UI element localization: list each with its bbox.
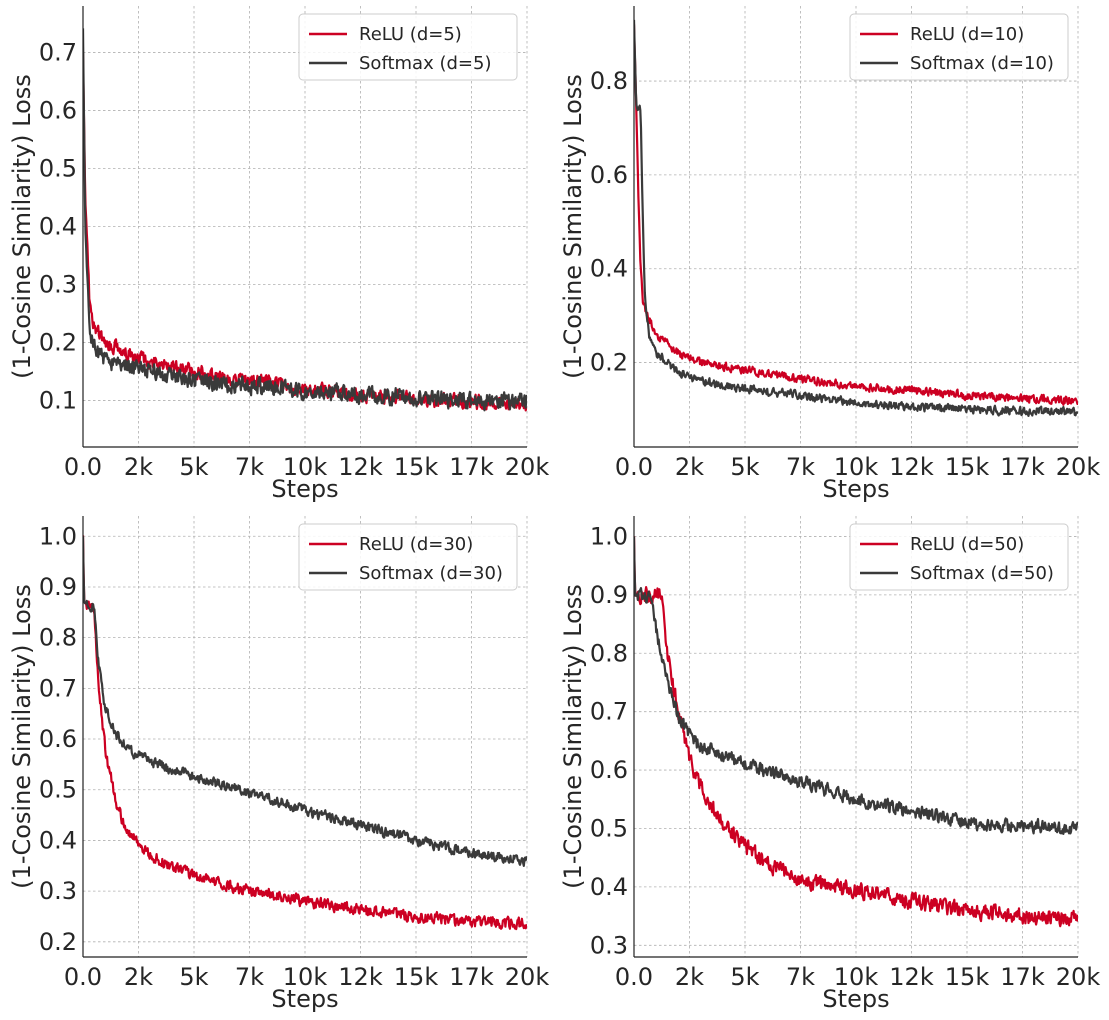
x-tick-label: 5k bbox=[730, 963, 759, 991]
x-tick-label: 17k bbox=[1000, 963, 1045, 991]
legend-label: ReLU (d=5) bbox=[359, 24, 462, 45]
x-tick-label: 10k bbox=[834, 453, 879, 481]
x-axis-title: Steps bbox=[271, 475, 338, 503]
legend-box bbox=[298, 523, 518, 591]
y-tick-label: 0.7 bbox=[39, 674, 77, 702]
x-tick-label: 20k bbox=[1056, 453, 1101, 481]
x-tick-label: 10k bbox=[834, 963, 879, 991]
y-tick-label: 0.4 bbox=[590, 873, 628, 901]
x-tick-label: 5k bbox=[730, 453, 759, 481]
y-tick-label: 0.4 bbox=[590, 255, 628, 283]
series-line-softmax-d-50- bbox=[634, 536, 1078, 836]
x-tick-label: 0.0 bbox=[64, 963, 102, 991]
y-axis-title: (1-Cosine Similarity) Loss bbox=[8, 74, 36, 379]
legend-box bbox=[849, 523, 1069, 591]
x-tick-label: 2k bbox=[675, 453, 704, 481]
x-tick-label: 15k bbox=[945, 963, 990, 991]
x-tick-label: 2k bbox=[124, 963, 153, 991]
x-tick-label: 20k bbox=[505, 453, 550, 481]
y-tick-label: 0.5 bbox=[39, 776, 77, 804]
y-tick-label: 0.4 bbox=[39, 826, 77, 854]
x-tick-label: 17k bbox=[1000, 453, 1045, 481]
y-tick-label: 0.3 bbox=[39, 271, 77, 299]
chart-panel-4: 0.0 2k 5k 7k 10k 12k 15k 17k 20k 0.3 0.4 0.5 0.6 0.7 0… bbox=[559, 516, 1100, 1013]
x-tick-label: 5k bbox=[179, 453, 208, 481]
legend-label: Softmax (d=10) bbox=[910, 53, 1054, 74]
x-tick-label: 7k bbox=[786, 963, 815, 991]
y-tick-label: 1.0 bbox=[590, 522, 628, 550]
legend-label: Softmax (d=30) bbox=[359, 563, 503, 584]
series-line-relu-d-50- bbox=[634, 536, 1078, 928]
y-tick-label: 0.2 bbox=[590, 349, 628, 377]
y-tick-label: 0.9 bbox=[39, 573, 77, 601]
legend-label: Softmax (d=5) bbox=[359, 53, 491, 74]
y-tick-label: 0.8 bbox=[590, 67, 628, 95]
y-tick-label: 0.5 bbox=[590, 814, 628, 842]
series-line-softmax-d-5- bbox=[83, 28, 527, 412]
x-tick-label: 15k bbox=[394, 453, 439, 481]
x-tick-label: 20k bbox=[1056, 963, 1101, 991]
x-axis-title: Steps bbox=[822, 985, 889, 1013]
x-tick-label: 12k bbox=[889, 453, 934, 481]
legend-label: ReLU (d=10) bbox=[910, 24, 1024, 45]
x-tick-label: 0.0 bbox=[615, 453, 653, 481]
x-tick-label: 17k bbox=[449, 963, 494, 991]
y-tick-label: 1.0 bbox=[39, 522, 77, 550]
x-tick-label: 10k bbox=[283, 453, 328, 481]
series-line-relu-d-10- bbox=[634, 24, 1078, 406]
y-tick-label: 0.6 bbox=[39, 96, 77, 124]
series-line-softmax-d-30- bbox=[83, 536, 527, 868]
x-axis-title: Steps bbox=[271, 985, 338, 1013]
x-tick-label: 12k bbox=[338, 453, 383, 481]
legend-label: ReLU (d=30) bbox=[359, 534, 473, 555]
x-tick-label: 7k bbox=[235, 963, 264, 991]
x-tick-label: 7k bbox=[235, 453, 264, 481]
y-tick-label: 0.6 bbox=[590, 756, 628, 784]
y-tick-label: 0.1 bbox=[39, 387, 77, 415]
y-tick-label: 0.3 bbox=[39, 877, 77, 905]
y-tick-label: 0.5 bbox=[39, 154, 77, 182]
x-tick-label: 0.0 bbox=[64, 453, 102, 481]
series-line-softmax-d-10- bbox=[634, 19, 1078, 417]
x-tick-label: 2k bbox=[124, 453, 153, 481]
x-tick-label: 0.0 bbox=[615, 963, 653, 991]
x-tick-label: 7k bbox=[786, 453, 815, 481]
chart-panel-1: 0.0 2k 5k 7k 10k 12k 15k 17k 20k 0.1 0.2 0.3 0.4 0.5 0… bbox=[8, 6, 549, 503]
x-tick-label: 10k bbox=[283, 963, 328, 991]
legend-label: Softmax (d=50) bbox=[910, 563, 1054, 584]
series-line-relu-d-30- bbox=[83, 535, 527, 931]
x-tick-label: 15k bbox=[945, 453, 990, 481]
y-tick-label: 0.7 bbox=[590, 698, 628, 726]
chart-panel-3: 0.0 2k 5k 7k 10k 12k 15k 17k 20k 0.2 0.3 0.4 0.5 0.6 0… bbox=[8, 516, 549, 1013]
legend-box bbox=[298, 13, 518, 81]
x-tick-label: 17k bbox=[449, 453, 494, 481]
y-tick-label: 0.6 bbox=[39, 725, 77, 753]
x-tick-label: 5k bbox=[179, 963, 208, 991]
series-line-relu-d-5- bbox=[83, 53, 527, 412]
x-axis-title: Steps bbox=[822, 475, 889, 503]
y-tick-label: 0.2 bbox=[39, 329, 77, 357]
y-axis-title: (1-Cosine Similarity) Loss bbox=[559, 74, 587, 379]
legend-label: ReLU (d=50) bbox=[910, 534, 1024, 555]
y-tick-label: 0.8 bbox=[39, 624, 77, 652]
x-tick-label: 20k bbox=[505, 963, 550, 991]
y-tick-label: 0.4 bbox=[39, 213, 77, 241]
x-tick-label: 15k bbox=[394, 963, 439, 991]
x-tick-label: 12k bbox=[889, 963, 934, 991]
y-axis-title: (1-Cosine Similarity) Loss bbox=[559, 584, 587, 889]
y-tick-label: 0.6 bbox=[590, 161, 628, 189]
x-tick-label: 12k bbox=[338, 963, 383, 991]
y-tick-label: 0.8 bbox=[590, 639, 628, 667]
y-tick-label: 0.9 bbox=[590, 581, 628, 609]
y-axis-title: (1-Cosine Similarity) Loss bbox=[8, 584, 36, 889]
y-tick-label: 0.2 bbox=[39, 928, 77, 956]
y-tick-label: 0.7 bbox=[39, 38, 77, 66]
y-tick-label: 0.3 bbox=[590, 931, 628, 959]
legend-box bbox=[849, 13, 1069, 81]
chart-panel-2: 0.0 2k 5k 7k 10k 12k 15k 17k 20k 0.2 0.4 0.6 0.8 Step… bbox=[559, 6, 1100, 503]
x-tick-label: 2k bbox=[675, 963, 704, 991]
